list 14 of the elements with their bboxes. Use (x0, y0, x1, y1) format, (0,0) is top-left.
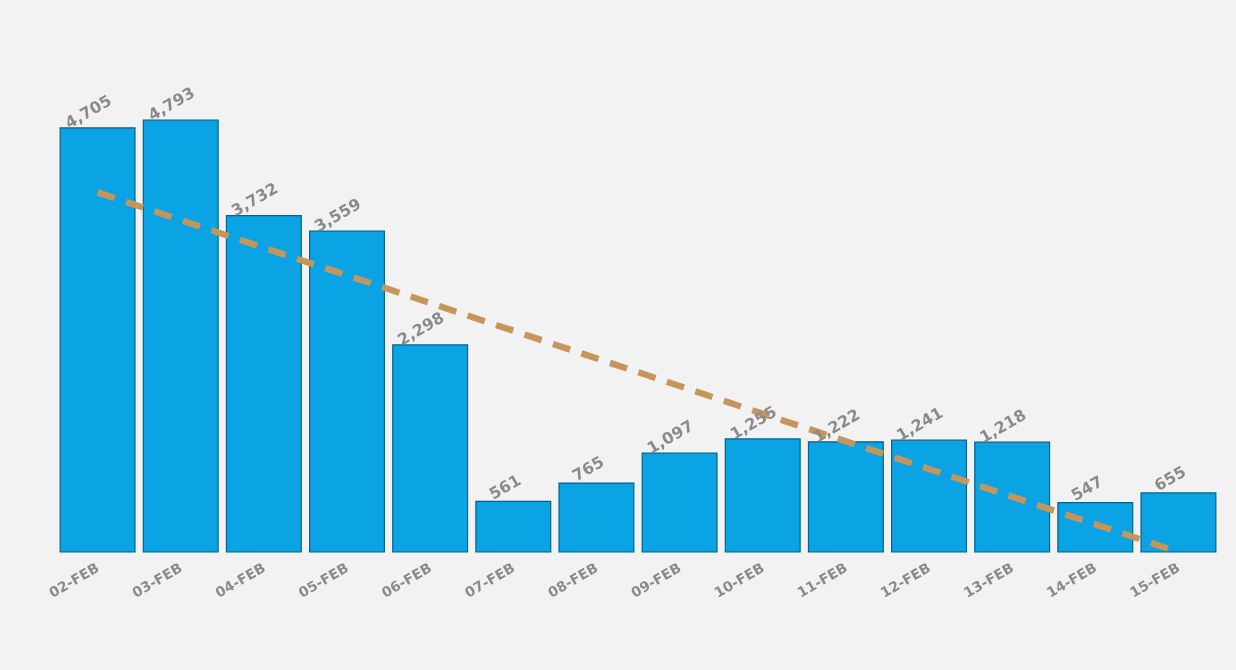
bar (142, 119, 219, 553)
bar (225, 215, 302, 553)
bar (475, 500, 552, 553)
bar (558, 482, 635, 553)
bar (641, 452, 718, 553)
bar (392, 344, 469, 553)
bar (1057, 502, 1134, 553)
bar (807, 441, 884, 553)
bar (59, 127, 136, 553)
bar (974, 441, 1051, 553)
bar (1140, 492, 1217, 553)
bar (891, 439, 968, 553)
bar (308, 230, 386, 553)
bar (724, 438, 801, 553)
